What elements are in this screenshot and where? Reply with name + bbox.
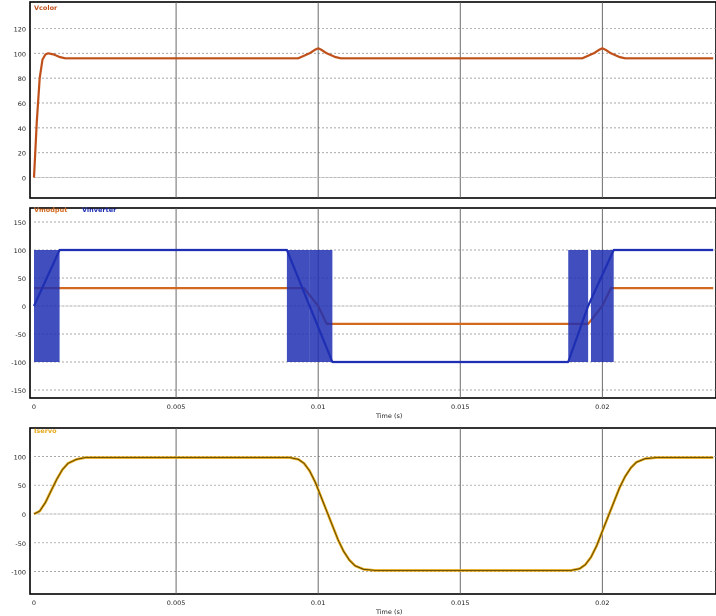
y-tick-label: 100 (14, 247, 26, 255)
legend-item-iservo: Iservo (34, 427, 57, 435)
switching-band (286, 250, 310, 362)
x-axis-label: Time (s) (375, 412, 402, 420)
y-tick-label: 120 (14, 25, 26, 33)
x-tick-label: 0.015 (451, 599, 470, 607)
switching-band (34, 250, 60, 362)
x-tick-label: 0.01 (311, 403, 325, 411)
panel-frame (29, 1, 716, 199)
x-tick-label: 0.02 (595, 599, 609, 607)
chart-panel-1: 0 20 40 60 80 100 120 Vcolor (14, 1, 716, 199)
y-tick-label: -100 (11, 569, 26, 577)
y-tick-label: -50 (15, 331, 26, 339)
y-tick-label: 0 (22, 303, 26, 311)
series-line-vinverter (32, 248, 714, 364)
x-tick-label: 0.015 (451, 403, 470, 411)
x-tick-label: 0.02 (595, 403, 609, 411)
legend-item-vmodput: Vmodput (34, 206, 67, 214)
series-line-vcolor (32, 47, 714, 178)
y-tick-label: 150 (14, 219, 26, 227)
y-tick-label: 60 (18, 100, 26, 108)
y-tick-label: 20 (18, 150, 26, 158)
legend-item-vinverter: Vinverter (82, 206, 117, 214)
legend-item-vcolor: Vcolor (34, 4, 58, 12)
chart-panel-3: -100 -50 0 50 100 Iservo 0 0.005 0.01 0.015 0.02 Ti… (11, 427, 716, 616)
y-tick-label: 0 (22, 511, 26, 519)
y-tick-label: -100 (11, 359, 26, 367)
y-tick-label: 100 (14, 50, 26, 58)
switching-band (590, 250, 614, 362)
x-axis-label: Time (s) (375, 608, 402, 616)
y-tick-label: -150 (11, 387, 26, 395)
x-tick-label: 0.01 (311, 599, 325, 607)
y-tick-label: 40 (18, 125, 26, 133)
switching-band (309, 250, 333, 362)
x-tick-label: 0 (32, 403, 36, 411)
y-tick-label: 100 (14, 453, 26, 461)
y-tick-label: -50 (15, 540, 26, 548)
chart-panel-2: -150 -100 -50 0 50 100 150 Vmodput Vinverter 0 0.0… (11, 206, 716, 420)
x-tick-label: 0 (32, 599, 36, 607)
x-tick-label: 0.005 (167, 599, 186, 607)
series-line-core (33, 457, 714, 571)
x-tick-label: 0.005 (167, 403, 186, 411)
switching-band (568, 250, 589, 362)
y-tick-label: 0 (22, 175, 26, 183)
y-tick-label: 80 (18, 75, 26, 83)
panel-frame (29, 427, 716, 595)
y-tick-label: 50 (18, 275, 26, 283)
y-tick-label: 50 (18, 482, 26, 490)
